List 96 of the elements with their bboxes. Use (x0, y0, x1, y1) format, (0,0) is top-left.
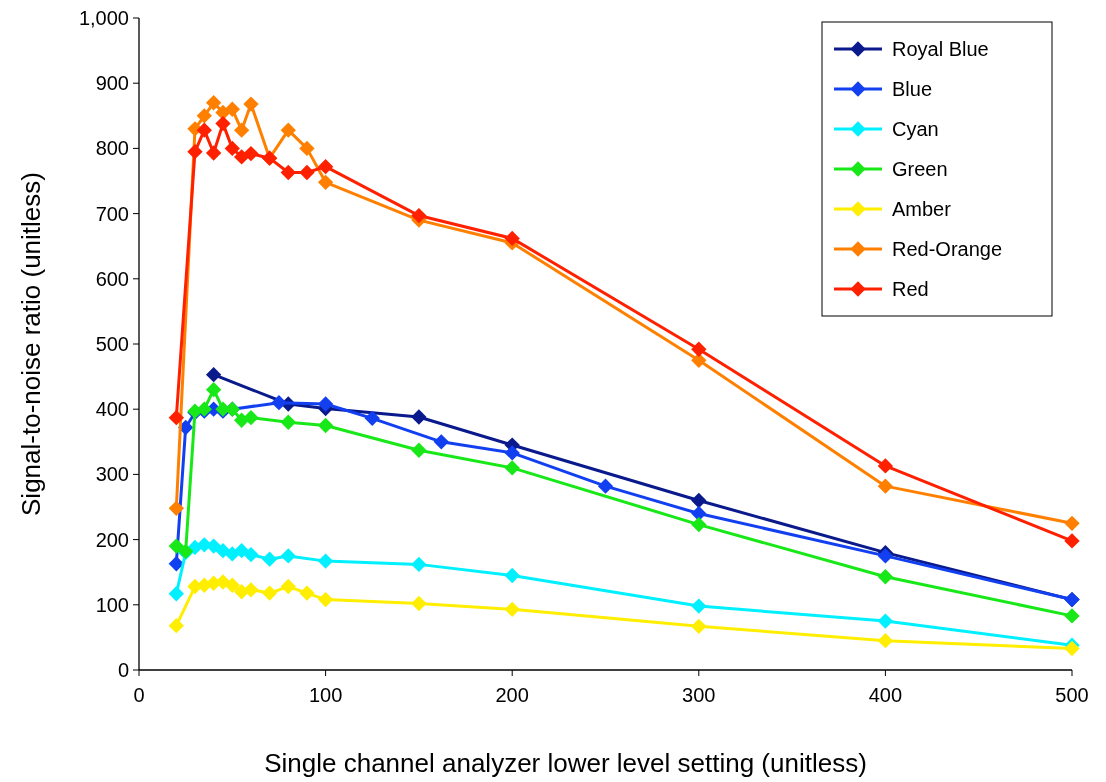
y-tick-label: 0 (117, 659, 129, 681)
point (504, 567, 520, 584)
point (215, 115, 231, 132)
point (691, 516, 707, 533)
legend-label: Cyan (892, 118, 939, 140)
point (224, 140, 240, 157)
legend-label: Red-Orange (892, 238, 1003, 260)
point (205, 145, 222, 161)
point (261, 585, 278, 601)
legend-label: Blue (892, 78, 933, 100)
point (691, 598, 707, 614)
x-tick-label: 500 (1055, 684, 1089, 706)
point (433, 434, 449, 450)
point (299, 164, 315, 181)
point (317, 417, 334, 434)
x-tick-label: 0 (133, 684, 145, 706)
y-tick-label: 100 (95, 593, 129, 616)
point (243, 410, 259, 426)
point (317, 396, 334, 412)
point (1064, 640, 1080, 657)
point (411, 595, 427, 612)
x-tick-label: 300 (682, 684, 716, 706)
point (271, 395, 287, 411)
point (877, 632, 894, 649)
point (280, 548, 296, 564)
y-axis-title: Signal-to-noise ratio (unitless) (16, 172, 46, 516)
point (243, 546, 259, 563)
point (299, 140, 315, 157)
point (224, 577, 240, 593)
point (196, 108, 212, 124)
y-tick-label: 800 (95, 137, 129, 160)
point (317, 591, 334, 608)
point (233, 122, 250, 138)
x-tick-label: 200 (495, 684, 529, 706)
point (168, 617, 184, 634)
y-tick-label: 600 (95, 267, 129, 290)
x-tick-label: 400 (868, 684, 903, 706)
x-tick-label: 100 (308, 684, 343, 706)
point (317, 158, 334, 175)
legend-label: Red (892, 278, 929, 300)
point (205, 95, 222, 111)
point (317, 553, 334, 569)
point (243, 582, 259, 598)
point (504, 445, 520, 461)
point (1064, 533, 1080, 549)
point (364, 410, 380, 426)
point (877, 613, 894, 629)
y-tick-label: 300 (95, 463, 129, 486)
y-tick-label: 900 (95, 72, 129, 95)
point (280, 578, 296, 595)
point (196, 122, 212, 138)
point (877, 569, 894, 585)
legend-label: Green (892, 158, 948, 180)
x-axis-title: Single channel analyzer lower level setting (unitless) (264, 748, 867, 778)
point (691, 492, 707, 509)
point (261, 551, 278, 567)
point (168, 586, 184, 602)
point (691, 618, 707, 634)
point (168, 410, 184, 426)
point (205, 381, 222, 398)
point (168, 556, 184, 572)
point (299, 585, 315, 601)
point (168, 500, 184, 516)
point (504, 460, 520, 476)
point (243, 96, 259, 112)
point (280, 414, 296, 430)
point (691, 341, 707, 357)
point (877, 548, 894, 564)
point (168, 538, 184, 554)
point (205, 366, 222, 383)
legend-label: Amber (892, 198, 952, 220)
point (411, 556, 427, 573)
y-tick-label: 200 (95, 528, 129, 551)
point (243, 145, 259, 162)
y-tick-label: 400 (95, 398, 129, 421)
point (280, 164, 296, 181)
point (411, 409, 427, 425)
point (877, 458, 894, 474)
point (691, 352, 707, 368)
point (224, 546, 240, 562)
point (1064, 515, 1080, 531)
point (597, 478, 614, 494)
y-tick-label: 1,000 (78, 7, 129, 29)
y-tick-label: 700 (95, 202, 129, 225)
point (224, 101, 240, 117)
point (411, 442, 427, 458)
point (504, 230, 520, 247)
point (411, 207, 427, 224)
point (504, 601, 520, 618)
point (877, 478, 894, 494)
point (1064, 608, 1080, 624)
point (317, 174, 334, 190)
point (280, 122, 296, 138)
legend-label: Royal Blue (892, 38, 989, 60)
y-tick-label: 500 (95, 333, 129, 355)
point (187, 143, 203, 160)
